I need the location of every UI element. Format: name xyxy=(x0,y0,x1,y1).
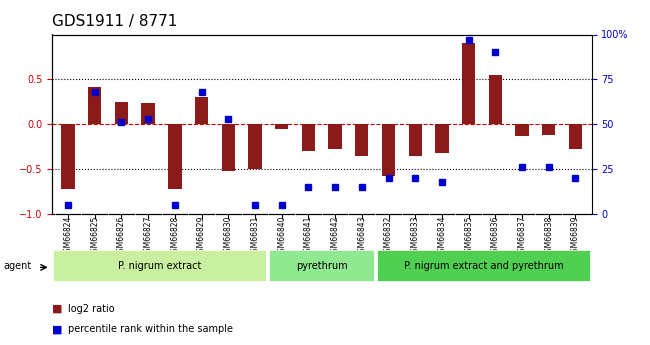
Text: agent: agent xyxy=(3,261,31,270)
Text: GSM66829: GSM66829 xyxy=(197,216,206,257)
Bar xyxy=(275,124,289,129)
Text: GDS1911 / 8771: GDS1911 / 8771 xyxy=(52,14,177,29)
Text: GSM66842: GSM66842 xyxy=(331,216,339,257)
FancyBboxPatch shape xyxy=(377,250,590,281)
Bar xyxy=(168,124,181,189)
Bar xyxy=(142,103,155,124)
Text: GSM66841: GSM66841 xyxy=(304,216,313,257)
FancyBboxPatch shape xyxy=(269,250,374,281)
Text: GSM66833: GSM66833 xyxy=(411,216,420,257)
Text: ■: ■ xyxy=(52,304,62,314)
Text: percentile rank within the sample: percentile rank within the sample xyxy=(68,324,233,334)
Bar xyxy=(222,124,235,171)
Bar xyxy=(382,124,395,176)
Text: GSM66836: GSM66836 xyxy=(491,216,500,257)
Bar xyxy=(302,124,315,151)
Bar xyxy=(569,124,582,149)
Text: GSM66837: GSM66837 xyxy=(517,216,526,257)
Bar xyxy=(195,97,208,124)
Bar xyxy=(328,124,342,149)
Text: GSM66825: GSM66825 xyxy=(90,216,99,257)
Text: log2 ratio: log2 ratio xyxy=(68,304,115,314)
Text: GSM66824: GSM66824 xyxy=(64,216,73,257)
Text: GSM66838: GSM66838 xyxy=(544,216,553,257)
Bar xyxy=(355,124,369,156)
Text: GSM66827: GSM66827 xyxy=(144,216,153,257)
Text: GSM66843: GSM66843 xyxy=(358,216,367,257)
Bar xyxy=(436,124,448,153)
Text: P. nigrum extract and pyrethrum: P. nigrum extract and pyrethrum xyxy=(404,261,564,270)
Text: GSM66826: GSM66826 xyxy=(117,216,126,257)
Text: P. nigrum extract: P. nigrum extract xyxy=(118,261,202,270)
Text: GSM66832: GSM66832 xyxy=(384,216,393,257)
Text: GSM66831: GSM66831 xyxy=(250,216,259,257)
Text: GSM66828: GSM66828 xyxy=(170,216,179,257)
Text: GSM66835: GSM66835 xyxy=(464,216,473,257)
Text: ■: ■ xyxy=(52,324,62,334)
Bar xyxy=(88,87,101,124)
FancyBboxPatch shape xyxy=(53,250,266,281)
Bar xyxy=(542,124,556,135)
Bar xyxy=(115,102,128,124)
Text: GSM66840: GSM66840 xyxy=(277,216,286,257)
Bar xyxy=(409,124,422,156)
Text: GSM66839: GSM66839 xyxy=(571,216,580,257)
Bar xyxy=(248,124,262,169)
Text: GSM66834: GSM66834 xyxy=(437,216,447,257)
Bar xyxy=(462,43,475,124)
Bar xyxy=(515,124,528,136)
Text: GSM66830: GSM66830 xyxy=(224,216,233,257)
Text: pyrethrum: pyrethrum xyxy=(296,261,348,270)
Bar xyxy=(489,75,502,124)
Bar xyxy=(61,124,75,189)
